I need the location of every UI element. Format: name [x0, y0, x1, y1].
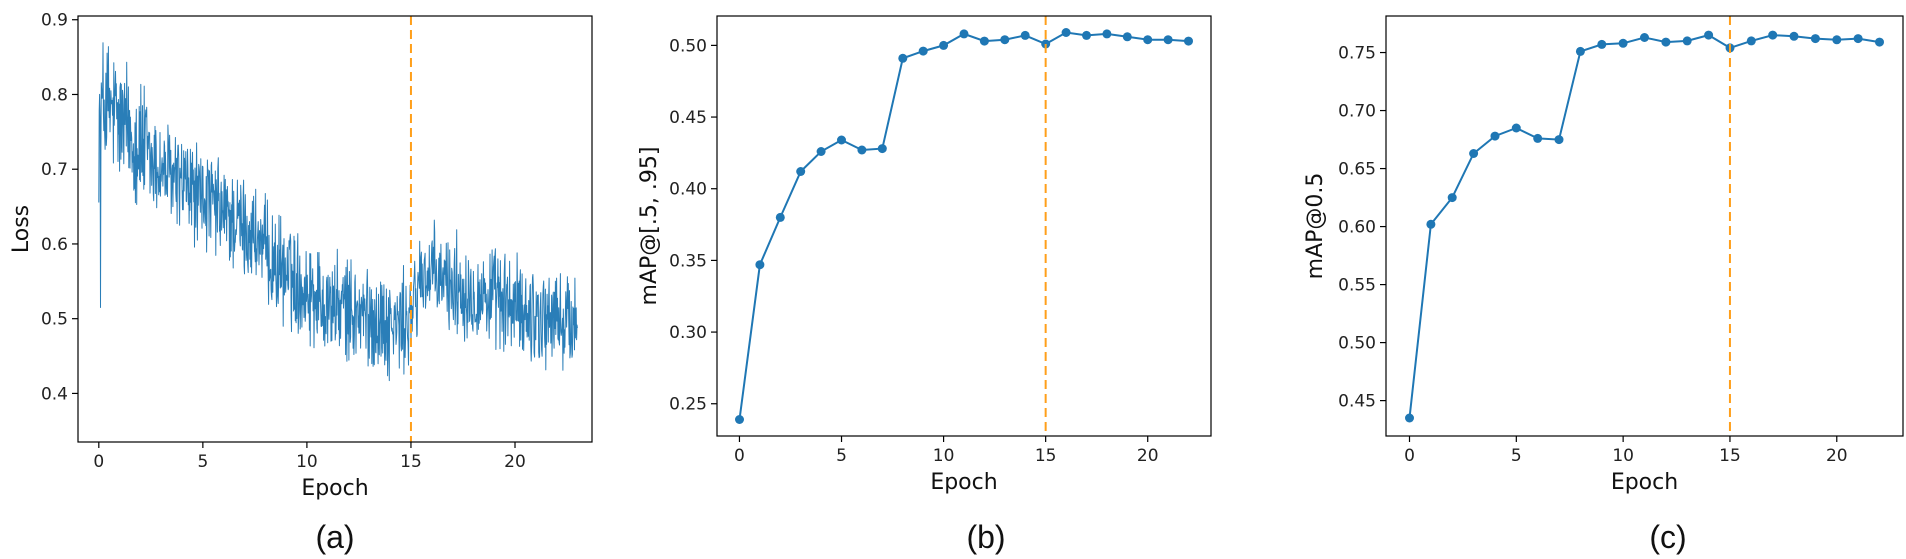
y-tick-label: 0.65: [1338, 160, 1376, 180]
y-tick-label: 0.6: [41, 235, 68, 255]
x-tick-label: 0: [93, 452, 104, 472]
y-tick-label: 0.55: [1338, 276, 1376, 296]
data-point-epoch-0: [735, 415, 744, 424]
data-point-epoch-21: [1163, 35, 1173, 45]
data-point-epoch-20: [1832, 35, 1842, 45]
y-tick-label: 0.70: [1338, 102, 1376, 122]
data-point-epoch-6: [1533, 133, 1543, 143]
x-tick-label: 20: [1137, 446, 1159, 466]
y-tick-label: 0.75: [1338, 44, 1376, 64]
data-point-epoch-0: [1405, 413, 1414, 423]
data-point-epoch-5: [1511, 123, 1521, 133]
y-tick-label: 0.50: [669, 36, 707, 56]
y-axis-label: Loss: [9, 205, 34, 253]
plot-frame: [1385, 15, 1904, 437]
data-point-epoch-7: [1554, 135, 1564, 145]
data-point-epoch-6: [857, 145, 867, 155]
y-axis-label: mAP@0.5: [1303, 173, 1328, 280]
data-point-epoch-2: [775, 212, 785, 222]
data-point-epoch-9: [1597, 39, 1607, 49]
x-tick-label: 5: [1511, 446, 1522, 466]
y-tick-label: 0.45: [669, 108, 707, 128]
plot-frame: [716, 15, 1212, 437]
x-tick-label: 10: [1612, 446, 1634, 466]
data-point-epoch-14: [1020, 30, 1030, 40]
x-tick-label: 0: [734, 446, 745, 466]
data-point-epoch-10: [1618, 38, 1628, 48]
x-tick-label: 10: [296, 452, 318, 472]
data-point-epoch-19: [1810, 34, 1820, 44]
x-tick-label: 15: [1035, 446, 1057, 466]
y-axis-label: mAP@[.5, .95]: [637, 147, 662, 306]
series-line: [738, 31, 1189, 420]
x-tick-label: 10: [933, 446, 955, 466]
data-point-epoch-11: [1640, 33, 1649, 42]
y-tick-label: 0.7: [41, 160, 68, 180]
series-line: [1408, 34, 1880, 419]
data-point-epoch-17: [1082, 30, 1091, 40]
data-point-epoch-21: [1853, 34, 1863, 44]
y-tick-label: 0.8: [41, 85, 68, 105]
y-tick-label: 0.50: [1338, 334, 1376, 354]
data-point-epoch-1: [755, 260, 765, 270]
data-point-epoch-13: [1682, 36, 1692, 46]
x-tick-label: 20: [1826, 446, 1848, 466]
data-point-epoch-18: [1102, 29, 1112, 39]
data-point-epoch-8: [1575, 46, 1585, 56]
data-point-epoch-14: [1704, 30, 1714, 40]
data-point-epoch-4: [1490, 131, 1500, 141]
panel-letter: (c): [1649, 519, 1686, 555]
data-point-epoch-22: [1184, 36, 1193, 46]
x-tick-label: 0: [1404, 446, 1415, 466]
data-point-epoch-17: [1768, 30, 1778, 40]
panel-a: 0 5 10 15 20 0.4 0.5 0.6 0.7 0.8 0.9 Epoch Loss (a): [9, 11, 593, 555]
y-tick-label: 0.4: [41, 384, 68, 404]
data-point-epoch-12: [1661, 37, 1671, 47]
data-point-epoch-5: [837, 135, 846, 145]
loss-series-line: [98, 42, 578, 382]
x-tick-label: 20: [504, 452, 526, 472]
panel-b: 0 5 10 15 20 0.25 0.30 0.35 0.40 0.45 0.50 Epoch mAP…: [637, 15, 1212, 555]
data-point-epoch-3: [796, 167, 806, 176]
data-point-epoch-1: [1426, 219, 1436, 229]
x-axis-label: Epoch: [301, 476, 368, 501]
y-tick-label: 0.9: [41, 11, 68, 31]
panel-c: 0 5 10 15 20 0.45 0.50 0.55 0.60 0.65 0.70 0.75 Epoc…: [1303, 15, 1904, 555]
data-point-epoch-13: [1000, 35, 1010, 45]
data-point-epoch-10: [939, 40, 949, 50]
data-point-epoch-19: [1122, 32, 1132, 42]
plot-frame: [77, 15, 593, 443]
data-point-epoch-22: [1875, 37, 1884, 47]
data-point-epoch-11: [959, 29, 969, 39]
x-axis-label: Epoch: [930, 470, 997, 495]
data-point-epoch-2: [1447, 193, 1457, 203]
y-tick-label: 0.35: [669, 251, 707, 271]
y-tick-label: 0.45: [1338, 392, 1376, 412]
y-tick-label: 0.60: [1338, 218, 1376, 238]
x-tick-label: 15: [1719, 446, 1741, 466]
x-tick-label: 5: [836, 446, 847, 466]
data-point-epoch-9: [918, 46, 928, 56]
y-tick-label: 0.25: [669, 395, 707, 415]
data-point-epoch-16: [1746, 36, 1756, 46]
y-tick-label: 0.5: [41, 310, 68, 330]
data-point-epoch-3: [1469, 149, 1479, 158]
x-axis-label: Epoch: [1611, 470, 1678, 495]
x-tick-label: 15: [400, 452, 422, 472]
data-point-epoch-12: [979, 36, 989, 46]
panel-letter: (a): [315, 519, 354, 555]
x-tick-label: 5: [197, 452, 208, 472]
panel-letter: (b): [966, 519, 1005, 555]
data-point-epoch-16: [1061, 28, 1071, 37]
data-point-epoch-20: [1143, 35, 1153, 45]
y-tick-label: 0.40: [669, 180, 707, 200]
data-point-epoch-7: [877, 144, 887, 154]
data-point-epoch-8: [898, 53, 908, 63]
data-point-epoch-4: [816, 147, 826, 156]
data-point-epoch-18: [1789, 31, 1799, 41]
y-tick-label: 0.30: [669, 323, 707, 343]
